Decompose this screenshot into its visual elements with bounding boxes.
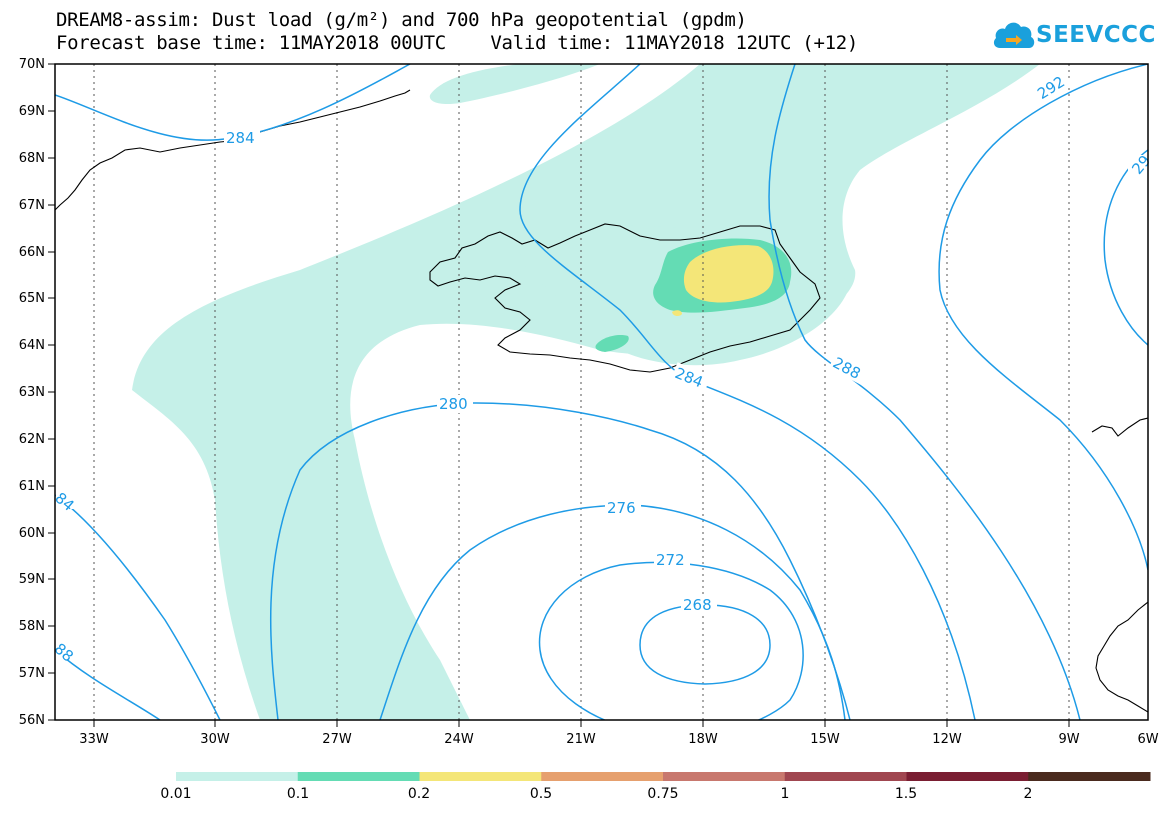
colorbar-tick-label: 2 [1023,786,1033,802]
logo-text: SEEVCCC [1036,22,1156,48]
longitude-label: 18W [688,732,718,747]
longitude-label: 15W [810,732,840,747]
latitude-label: 57N [19,666,45,681]
dust-load-area-low [429,64,600,105]
latitude-label: 58N [19,619,45,634]
contour-29x-east [1103,149,1148,346]
longitude-label: 21W [566,732,596,747]
latitude-label: 67N [19,198,45,213]
scotland-coast [1095,601,1148,713]
latitude-label: 69N [19,104,45,119]
latitude-label: 63N [19,385,45,400]
contour-268 [639,604,771,685]
graticule [93,64,1070,720]
contour-284-main [519,64,976,720]
colorbar-tick-label: 1 [780,786,790,802]
latitude-label: 56N [19,713,45,728]
contour-label: 268 [683,596,712,614]
cloud-icon [993,22,1035,48]
longitude-label: 9W [1058,732,1079,747]
colorbar-tick-label: 0.75 [647,786,679,802]
latitude-label: 61N [19,479,45,494]
latitude-label: 70N [19,57,45,72]
colorbar-tick-label: 0.1 [286,786,310,802]
contour-280 [269,402,851,720]
colorbar-segment [419,772,542,781]
colorbar-tick-label: 0.2 [407,786,431,802]
latitude-label: 65N [19,291,45,306]
latitude-label: 59N [19,572,45,587]
latitude-label: 68N [19,151,45,166]
colorbar-segment [784,772,907,781]
figure-subtitle: Forecast base time: 11MAY2018 00UTC Vali… [56,32,859,54]
colorbar-segment [176,772,299,781]
colorbar-tick-label: 0.01 [160,786,192,802]
faroe-islands-coast [1091,417,1148,437]
dust-load-area-high [672,310,682,317]
seevccc-logo: SEEVCCC [992,18,1155,58]
contour-272 [538,561,804,720]
colorbar-segment [663,772,786,781]
contour-label: 280 [439,395,468,413]
longitude-label: 33W [79,732,109,747]
coastlines [55,89,1148,713]
longitude-label: 24W [444,732,474,747]
contour-label: 272 [656,551,685,569]
colorbar-segment [906,772,1029,781]
latitude-label: 66N [19,245,45,260]
latitude-label: 64N [19,338,45,353]
longitude-label: 30W [200,732,230,747]
colorbar-segment [297,772,420,781]
longitude-label: 12W [932,732,962,747]
colorbar-segment [1028,772,1151,781]
colorbar [176,772,1151,781]
greenland-coast [55,89,411,211]
dust-load-area-high [683,245,774,303]
dust-load-area-low [132,64,1040,720]
colorbar-tick-label: 1.5 [894,786,918,802]
contour-292 [938,64,1148,571]
dust-load-area-mid [595,335,629,352]
longitude-label: 27W [322,732,352,747]
contour-288-southwest [55,649,161,720]
latitude-label: 62N [19,432,45,447]
latitude-label: 60N [19,526,45,541]
contour-label: 276 [607,499,636,517]
contour-284-southwest [55,494,221,720]
contour-label: 284 [226,129,255,147]
iceland-coast [429,223,821,373]
colorbar-tick-label: 0.5 [529,786,553,802]
contour-288 [768,64,1081,720]
figure-title: DREAM8-assim: Dust load (g/m²) and 700 h… [56,9,747,31]
colorbar-segment [541,772,664,781]
longitude-label: 6W [1137,732,1158,747]
